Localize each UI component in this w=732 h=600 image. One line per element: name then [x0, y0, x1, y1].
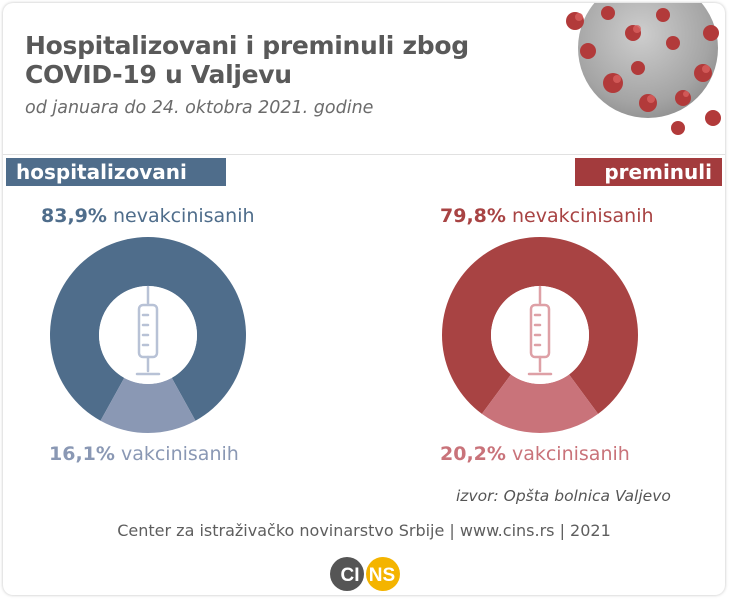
deceased-donut-chart — [442, 236, 638, 433]
deceased-unvaccinated-stat: 79,8% nevakcinisanih — [440, 205, 654, 227]
donut-slice-vaccinated — [481, 374, 599, 433]
syringe-icon — [135, 285, 161, 376]
stat-value: 20,2% — [440, 443, 506, 465]
footer-credit: Center za istraživačko novinarstvo Srbij… — [117, 521, 611, 540]
deceased-label: preminuli — [575, 158, 722, 186]
header-divider — [3, 154, 725, 155]
coronavirus-image — [566, 3, 721, 135]
stat-value: 79,8% — [440, 205, 506, 227]
syringe-icon — [527, 285, 553, 376]
hospitalized-label: hospitalizovani — [6, 158, 226, 186]
stat-label: nevakcinisanih — [112, 205, 255, 227]
page-title: Hospitalizovani i preminuli zbog COVID-1… — [25, 31, 469, 89]
hospitalized-vaccinated-stat: 16,1% vakcinisanih — [49, 443, 239, 465]
stat-value: 83,9% — [41, 205, 107, 227]
title-line-2: COVID-19 u Valjevu — [25, 60, 292, 89]
hospitalized-unvaccinated-stat: 83,9% nevakcinisanih — [41, 205, 255, 227]
hospitalized-donut-chart — [50, 236, 247, 433]
subtitle: od januara do 24. oktobra 2021. godine — [25, 98, 374, 118]
svg-text:NS: NS — [369, 565, 395, 586]
stat-label: vakcinisanih — [120, 443, 239, 465]
stat-label: nevakcinisanih — [511, 205, 654, 227]
infographic-card: Hospitalizovani i preminuli zbog COVID-1… — [3, 3, 725, 595]
title-line-1: Hospitalizovani i preminuli zbog — [25, 31, 469, 60]
stat-label: vakcinisanih — [511, 443, 630, 465]
donut-slice-vaccinated — [100, 377, 196, 433]
stat-value: 16,1% — [49, 443, 115, 465]
source-note: izvor: Opšta bolnica Valjevo — [456, 487, 671, 505]
donut-slice-unvaccinated — [50, 236, 247, 421]
donut-slice-unvaccinated — [442, 236, 638, 414]
deceased-vaccinated-stat: 20,2% vakcinisanih — [440, 443, 630, 465]
cins-logo: CI NS — [330, 557, 400, 591]
svg-text:CI: CI — [341, 565, 360, 586]
